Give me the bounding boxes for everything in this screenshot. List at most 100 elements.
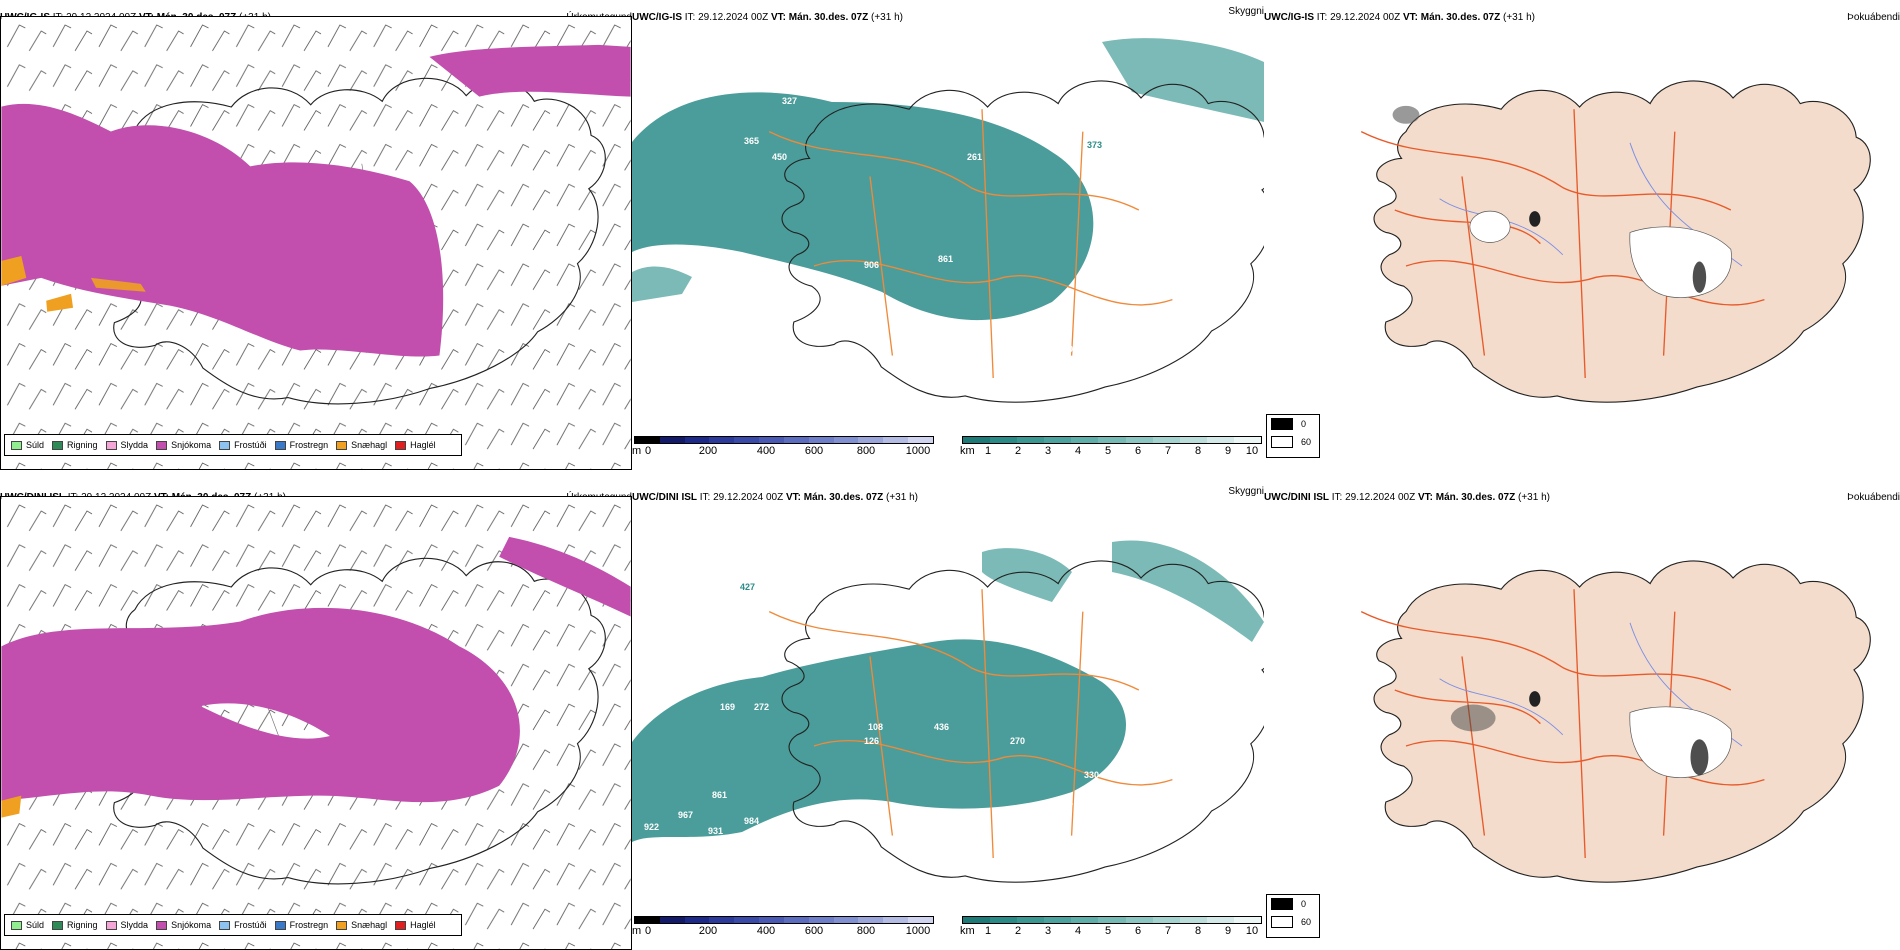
lead-time: (+31 h) xyxy=(1518,492,1550,503)
fog-key-label: 60 xyxy=(1301,917,1312,927)
visibility-tick: 10 xyxy=(1245,925,1259,937)
legend-label: Snjókoma xyxy=(171,920,212,930)
model-name: UWC/DINI ISL xyxy=(632,492,697,503)
legend-label: Rigning xyxy=(67,440,98,450)
vis-label: 427 xyxy=(740,582,755,592)
legend-item: Snæhagl xyxy=(336,920,387,930)
row-1: UWC/IG-IS IT: 29.12.2024 00Z VT: Mán. 30… xyxy=(0,6,1900,470)
lead-time: (+31 h) xyxy=(871,12,903,23)
visibility-tick: 7 xyxy=(1164,925,1172,937)
vis-label: 373 xyxy=(1087,140,1102,150)
visibility-map-row-2: 427 169 272 108 126 436 270 330 224 861 … xyxy=(632,512,1264,908)
vis-label: 365 xyxy=(744,136,759,146)
visibility-labels-row-1: 327 365 450 261 373 943 906 861 698 410 xyxy=(672,96,1102,354)
vis-label: 450 xyxy=(772,152,787,162)
vt-value: Mán. 30.des. 07Z xyxy=(803,492,884,503)
height-tick: 400 xyxy=(756,925,776,937)
height-colorbar-strip xyxy=(634,916,934,924)
legend-item: Frostregn xyxy=(274,440,329,450)
legend-swatch xyxy=(105,440,117,450)
vis-label: 126 xyxy=(864,736,879,746)
visibility-tick: 9 xyxy=(1224,925,1232,937)
it-value: 29.12.2024 00Z xyxy=(713,492,784,503)
vt-label: VT: xyxy=(785,492,801,503)
legend-label: Snæhagl xyxy=(351,440,388,450)
visibility-labels-row-2: 427 169 272 108 126 436 270 330 224 861 … xyxy=(644,582,1099,836)
visibility-tick: 8 xyxy=(1194,925,1202,937)
legend-label: Slydda xyxy=(120,440,149,450)
legend-item: Snjókoma xyxy=(156,440,211,450)
visibility-colorbar-strip xyxy=(962,916,1262,924)
fog-key-swatch xyxy=(1271,436,1293,448)
height-colorbar-row-2: m 0 200 400 600 800 1000 xyxy=(632,916,934,938)
legend-swatch xyxy=(52,440,64,450)
legend-item: Frostúði xyxy=(219,440,267,450)
legend-label: Frostregn xyxy=(289,440,329,450)
model-name: UWC/IG-IS xyxy=(1264,12,1314,23)
vt-label: VT: xyxy=(770,12,786,23)
vis-label: 169 xyxy=(720,702,735,712)
vis-label: 906 xyxy=(864,260,879,270)
fog-map-row-1 xyxy=(1264,32,1900,428)
vis-label: 922 xyxy=(644,822,659,832)
fog-key-item: 0 xyxy=(1267,895,1319,913)
snow-area xyxy=(1,103,444,357)
legend-item: Snæhagl xyxy=(336,440,387,450)
legend-swatch xyxy=(52,920,64,930)
lead-time: (+31 h) xyxy=(1503,12,1535,23)
vis-label: 224 xyxy=(1058,798,1073,808)
it-value: 29.12.2024 00Z xyxy=(698,12,769,23)
fog-title: Þokuábendi xyxy=(1847,492,1900,503)
visibility-colorbar-strip xyxy=(962,436,1262,444)
visibility-tick: 5 xyxy=(1104,925,1112,937)
height-tick: 200 xyxy=(698,925,718,937)
fog-key-swatch xyxy=(1271,898,1293,910)
legend-swatch xyxy=(156,440,168,450)
legend-item: Frostúði xyxy=(219,920,267,930)
legend-label: Slydda xyxy=(120,920,149,930)
visibility-colorbar-row-1: km 1 2 3 4 5 6 7 8 9 10 xyxy=(960,436,1262,458)
height-tick: 0 xyxy=(644,925,652,937)
model-name: UWC/IG-IS xyxy=(632,12,682,23)
visibility-tick: 9 xyxy=(1224,445,1232,457)
vis-label: 436 xyxy=(934,722,949,732)
vis-label: 327 xyxy=(782,96,797,106)
fog-title: Þokuábendi xyxy=(1847,12,1900,23)
legend-label: Rigning xyxy=(67,920,98,930)
fog-key-row-2: 0 60 xyxy=(1266,894,1320,938)
fog-key-row-1: 0 60 xyxy=(1266,414,1320,458)
visibility-tick: 8 xyxy=(1194,445,1202,457)
visibility-title: Skyggni xyxy=(1228,6,1264,17)
height-unit: m xyxy=(632,445,642,457)
legend-swatch xyxy=(219,440,231,450)
visibility-header-row-1: UWC/IG-IS IT: 29.12.2024 00Z VT: Mán. 30… xyxy=(632,6,1264,28)
legend-label: Frostregn xyxy=(289,920,329,930)
legend-item: Súld xyxy=(11,440,44,450)
legend-label: Haglél xyxy=(410,440,436,450)
precip-map-row-1 xyxy=(0,16,632,470)
legend-label: Frostúði xyxy=(234,440,267,450)
it-label: IT: xyxy=(699,492,711,503)
legend-label: Frostúði xyxy=(234,920,267,930)
it-label: IT: xyxy=(1316,12,1328,23)
vis-label: 967 xyxy=(678,810,693,820)
vis-label: 984 xyxy=(744,816,759,826)
legend-swatch xyxy=(395,440,407,450)
visibility-panel-row-1: UWC/IG-IS IT: 29.12.2024 00Z VT: Mán. 30… xyxy=(632,6,1264,470)
legend-item: Rigning xyxy=(52,920,98,930)
legend-swatch xyxy=(395,920,407,930)
legend-swatch xyxy=(219,920,231,930)
fog-key-item: 0 xyxy=(1267,415,1319,433)
fog-key-swatch xyxy=(1271,916,1293,928)
legend-item: Slydda xyxy=(105,920,149,930)
vis-label: 272 xyxy=(754,702,769,712)
legend-item: Frostregn xyxy=(274,920,329,930)
precip-map-row-2 xyxy=(0,496,632,950)
legend-label: Súld xyxy=(26,440,45,450)
legend-swatch xyxy=(156,920,168,930)
height-tick: 800 xyxy=(856,445,876,457)
it-label: IT: xyxy=(684,12,696,23)
visibility-tick: 2 xyxy=(1014,925,1022,937)
legend-item: Haglél xyxy=(395,920,436,930)
legend-swatch xyxy=(11,440,22,450)
